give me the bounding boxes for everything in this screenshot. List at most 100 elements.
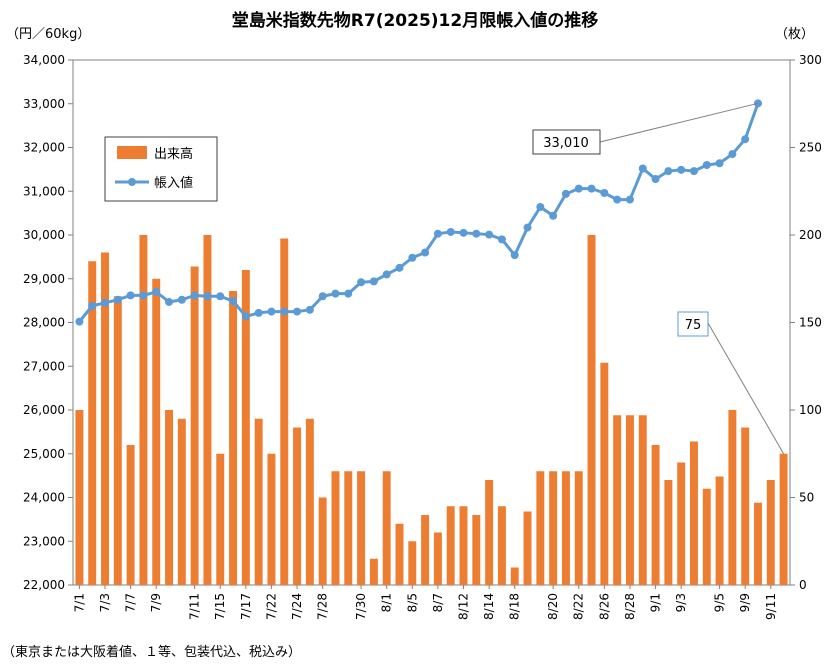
chart-title: 堂島米指数先物R7(2025)12月限帳入値の推移 — [232, 10, 598, 31]
volume-bar — [715, 476, 724, 585]
volume-bar — [690, 441, 698, 585]
left-tick-label: 25,000 — [23, 447, 65, 461]
price-callout-label: 33,010 — [543, 136, 589, 151]
price-callout-leader — [599, 102, 759, 143]
left-tick-label: 31,000 — [23, 184, 65, 198]
left-tick-label: 34,000 — [23, 53, 65, 67]
price-point — [446, 227, 455, 236]
price-point — [216, 292, 225, 301]
price-point — [587, 184, 596, 193]
x-tick-label: 8/12 — [457, 593, 471, 620]
volume-bar — [472, 515, 481, 585]
legend-line-marker — [128, 178, 136, 186]
left-axis-unit: （円／60kg） — [6, 27, 90, 42]
right-tick-label: 200 — [799, 228, 822, 242]
volume-bar — [139, 235, 148, 585]
x-tick-label: 7/11 — [188, 593, 202, 620]
x-tick-label: 7/17 — [239, 593, 253, 620]
volume-bar — [664, 480, 673, 585]
volume-callout-label: 75 — [685, 318, 702, 333]
volume-bar — [203, 235, 212, 585]
price-point — [408, 253, 417, 262]
price-point — [549, 211, 558, 220]
price-point — [152, 287, 161, 296]
right-tick-label: 0 — [799, 578, 807, 592]
price-point — [523, 223, 532, 232]
volume-bar — [702, 488, 711, 585]
volume-bar — [421, 515, 430, 585]
price-point — [497, 235, 506, 244]
price-point — [229, 297, 238, 306]
volume-bar — [101, 252, 109, 585]
volume-bar — [638, 415, 647, 585]
volume-bar — [254, 418, 263, 585]
price-callout-box — [532, 129, 601, 155]
x-tick-label: 9/3 — [674, 593, 688, 612]
price-point — [741, 135, 750, 144]
price-point — [177, 295, 186, 304]
volume-bar — [779, 453, 788, 585]
left-tick-label: 24,000 — [23, 491, 65, 505]
price-point — [88, 301, 97, 310]
right-tick-label: 300 — [799, 53, 822, 67]
price-point — [677, 165, 686, 174]
volume-bar — [728, 410, 737, 585]
x-tick-label: 8/28 — [623, 593, 637, 620]
volume-bar — [754, 502, 762, 585]
volume-bar — [766, 480, 775, 585]
volume-bar — [357, 471, 366, 585]
volume-bar — [408, 541, 417, 585]
price-point — [126, 291, 135, 300]
left-tick-label: 32,000 — [23, 141, 65, 155]
left-tick-label: 27,000 — [23, 359, 65, 373]
left-tick-label: 22,000 — [23, 578, 65, 592]
price-point — [203, 292, 212, 301]
volume-bar — [177, 418, 186, 585]
left-tick-label: 28,000 — [23, 316, 65, 330]
volume-bar — [267, 453, 276, 585]
x-tick-label: 7/7 — [124, 593, 138, 612]
chart-footnote: （東京または大阪着値、１等、包装代込、税込み） — [2, 644, 301, 660]
price-point — [382, 270, 391, 279]
price-point — [165, 297, 174, 306]
volume-bar — [126, 445, 135, 585]
price-line-path — [78, 102, 760, 323]
price-point — [651, 175, 660, 183]
x-tick-label: 8/7 — [431, 593, 445, 612]
volume-bar — [88, 261, 97, 585]
left-tick-label: 30,000 — [23, 228, 65, 242]
legend-line-label: 帳入値 — [154, 175, 193, 191]
x-tick-label: 8/26 — [597, 593, 611, 620]
right-tick-label: 100 — [799, 403, 822, 417]
price-point — [190, 291, 199, 300]
volume-bar — [625, 415, 634, 585]
price-point — [305, 305, 314, 314]
volume-bar — [382, 471, 391, 585]
left-tick-label: 26,000 — [23, 403, 65, 417]
price-point — [280, 307, 289, 316]
x-tick-label: 7/3 — [98, 593, 112, 612]
volume-bar — [113, 296, 122, 585]
volume-bar — [536, 471, 545, 585]
x-tick-label: 7/1 — [72, 593, 86, 612]
price-point — [344, 289, 353, 298]
volume-bar — [613, 415, 622, 585]
left-tick-label: 23,000 — [23, 534, 65, 548]
volume-callout-leader — [707, 322, 785, 455]
volume-bars — [75, 235, 788, 585]
price-point — [664, 167, 673, 176]
volume-bar — [587, 235, 596, 585]
price-line — [75, 99, 762, 326]
x-tick-label: 7/30 — [354, 593, 368, 620]
volume-bar — [216, 453, 225, 585]
volume-bar — [459, 506, 468, 585]
volume-bar — [331, 471, 340, 585]
volume-bar — [446, 506, 455, 585]
x-tick-label: 8/20 — [546, 593, 560, 620]
volume-bar — [165, 410, 173, 585]
price-point — [241, 312, 250, 321]
price-point — [395, 263, 404, 272]
price-point — [139, 291, 148, 300]
volume-bar — [600, 362, 609, 585]
